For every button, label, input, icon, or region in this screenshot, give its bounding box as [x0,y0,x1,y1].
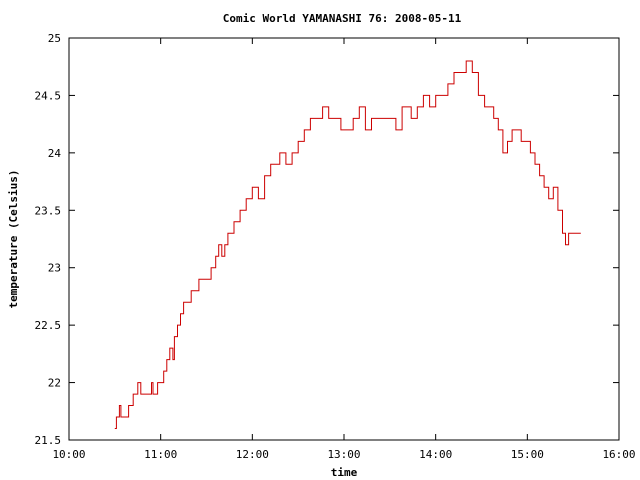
y-tick-label: 21.5 [35,434,62,447]
y-tick-label: 22.5 [35,319,62,332]
y-tick-label: 22 [48,377,61,390]
y-tick-label: 23.5 [35,204,62,217]
x-tick-label: 12:00 [236,448,269,461]
x-tick-label: 14:00 [419,448,452,461]
x-tick-label: 11:00 [144,448,177,461]
x-axis: 10:00 11:00 12:00 13:00 14:00 15:00 16:00 [52,38,636,461]
y-tick-label: 23 [48,262,61,275]
x-tick-label: 13:00 [327,448,360,461]
x-tick-label: 15:00 [511,448,544,461]
y-tick-label: 24 [48,147,62,160]
chart-title: Comic World YAMANASHI 76: 2008-05-11 [223,12,462,25]
plot-frame [68,37,620,441]
temperature-series-line [114,60,581,429]
y-tick-label: 25 [48,32,61,45]
x-axis-label: time [331,466,358,479]
y-axis-label: temperature (Celsius) [7,169,20,308]
x-tick-label: 16:00 [602,448,635,461]
y-axis: 21.5 22 22.5 23 23.5 24 24.5 25 [35,32,619,447]
x-tick-label: 10:00 [52,448,85,461]
y-tick-label: 24.5 [35,89,62,102]
